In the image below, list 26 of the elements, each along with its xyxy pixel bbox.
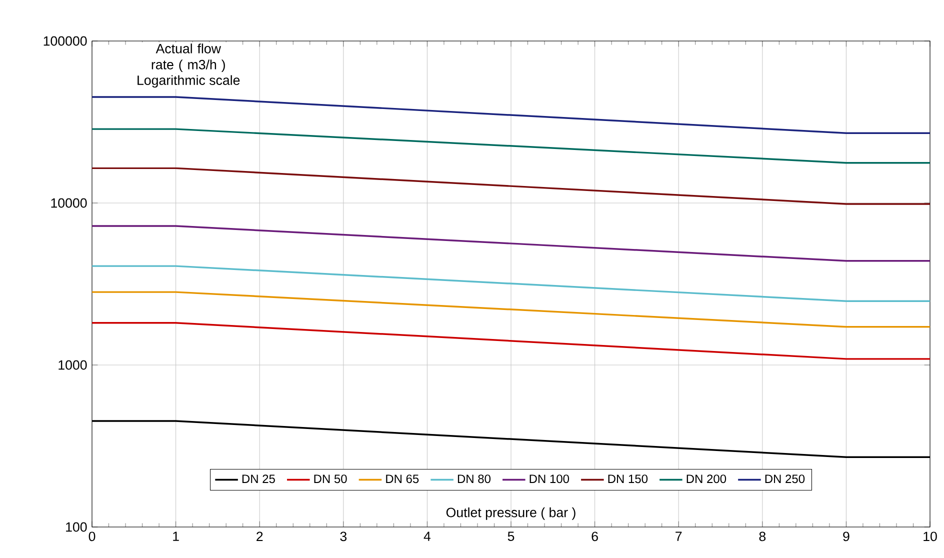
legend-label: DN 25 bbox=[242, 474, 275, 484]
x-tick-label: 5 bbox=[508, 532, 514, 542]
legend-label: DN 50 bbox=[314, 474, 347, 484]
y-axis-title: Actual flow rate ( m3/h ) bbox=[152, 44, 225, 72]
annotation: Logarithmic scale bbox=[138, 75, 240, 88]
y-tick-label: 100000 bbox=[44, 36, 87, 46]
x-axis-title: Outlet pressure ( bar ) bbox=[446, 507, 576, 520]
legend-label: DN 150 bbox=[608, 474, 648, 484]
legend-label: DN 100 bbox=[530, 474, 570, 484]
x-tick-label: 8 bbox=[759, 532, 766, 542]
x-tick-label: 4 bbox=[424, 532, 431, 541]
x-tick-label: 9 bbox=[843, 532, 850, 542]
x-tick-label: 10 bbox=[924, 532, 937, 542]
legend-label: DN 80 bbox=[458, 474, 491, 484]
legend-label: DN 200 bbox=[686, 474, 726, 484]
x-tick-label: 0 bbox=[88, 532, 96, 542]
x-tick-label: 6 bbox=[592, 532, 598, 542]
y-tick-label: 10000 bbox=[51, 198, 87, 208]
x-tick-label: 1 bbox=[173, 532, 179, 541]
x-tick-label: 2 bbox=[256, 532, 263, 542]
y-tick-label: 100 bbox=[66, 522, 87, 532]
x-tick-label: 7 bbox=[676, 532, 682, 541]
y-tick-label: 1000 bbox=[58, 360, 87, 370]
x-tick-label: 3 bbox=[340, 532, 347, 542]
legend-label: DN 65 bbox=[386, 474, 419, 484]
legend-label: DN 250 bbox=[765, 474, 805, 484]
